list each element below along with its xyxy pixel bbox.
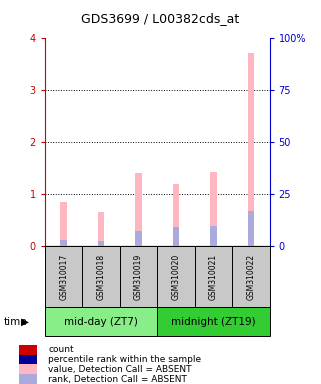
Bar: [173, 227, 179, 246]
Text: percentile rank within the sample: percentile rank within the sample: [48, 355, 201, 364]
Text: GSM310021: GSM310021: [209, 253, 218, 300]
Bar: [247, 210, 254, 246]
FancyBboxPatch shape: [45, 307, 157, 336]
FancyBboxPatch shape: [45, 246, 82, 307]
FancyBboxPatch shape: [120, 246, 157, 307]
Text: value, Detection Call = ABSENT: value, Detection Call = ABSENT: [48, 365, 192, 374]
FancyBboxPatch shape: [232, 246, 270, 307]
Bar: [60, 240, 67, 246]
Text: midnight (ZT19): midnight (ZT19): [171, 316, 256, 327]
Text: GSM310020: GSM310020: [171, 253, 180, 300]
Text: GSM310022: GSM310022: [247, 253, 256, 300]
Text: GSM310019: GSM310019: [134, 253, 143, 300]
FancyBboxPatch shape: [157, 307, 270, 336]
Bar: [19, 374, 37, 384]
FancyBboxPatch shape: [157, 246, 195, 307]
Bar: [19, 354, 37, 364]
Text: GDS3699 / L00382cds_at: GDS3699 / L00382cds_at: [82, 12, 239, 25]
Text: count: count: [48, 345, 74, 354]
Text: GSM310017: GSM310017: [59, 253, 68, 300]
FancyBboxPatch shape: [195, 246, 232, 307]
Bar: [19, 364, 37, 374]
Text: mid-day (ZT7): mid-day (ZT7): [64, 316, 138, 327]
Bar: [210, 172, 217, 246]
Bar: [135, 173, 142, 246]
Bar: [210, 226, 217, 246]
Text: ▶: ▶: [21, 316, 29, 327]
Bar: [173, 184, 179, 246]
Text: time: time: [3, 316, 27, 327]
Bar: [98, 240, 105, 246]
Bar: [135, 231, 142, 246]
Bar: [60, 202, 67, 246]
Bar: [19, 345, 37, 354]
Bar: [98, 212, 105, 246]
Text: GSM310018: GSM310018: [97, 253, 106, 300]
Text: rank, Detection Call = ABSENT: rank, Detection Call = ABSENT: [48, 375, 187, 384]
Bar: [247, 53, 254, 246]
FancyBboxPatch shape: [82, 246, 120, 307]
